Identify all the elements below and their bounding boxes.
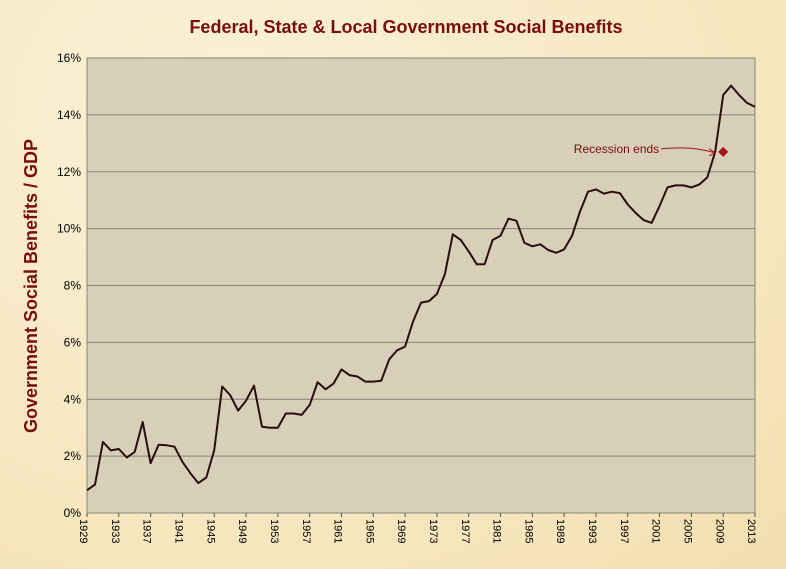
y-tick-label: 14% <box>57 108 81 122</box>
x-tick-label: 2005 <box>681 519 693 543</box>
y-tick-label: 2% <box>64 449 82 463</box>
x-tick-label: 2013 <box>745 519 757 543</box>
x-tick-label: 1973 <box>427 519 439 543</box>
x-tick-label: 1981 <box>491 519 503 543</box>
x-tick-label: 1985 <box>522 519 534 543</box>
y-tick-label: 16% <box>57 51 81 65</box>
plot-area: 0% 2% 4% 6% 8% 10% 12% 14% 16% 1929 1933 1937 1941 19… <box>57 51 757 543</box>
y-tick-label: 10% <box>57 222 81 236</box>
x-tick-label: 1937 <box>141 519 153 543</box>
annotation-text: Recession ends <box>574 142 659 156</box>
x-tick-label: 1945 <box>204 519 216 543</box>
x-tick-label: 1933 <box>109 519 121 543</box>
annotation-arrow <box>661 147 716 154</box>
y-axis-label: Government Social Benefits / GDP <box>21 139 41 433</box>
y-tick-label: 4% <box>64 392 82 406</box>
annotation-arrowhead <box>708 148 717 157</box>
x-tick-label: 1929 <box>77 519 89 543</box>
y-tick-label: 0% <box>64 506 82 520</box>
x-tick-label: 1989 <box>554 519 566 543</box>
x-tick-label: 2009 <box>713 519 725 543</box>
x-tick-label: 2001 <box>650 519 662 543</box>
x-tick-label: 1941 <box>173 519 185 543</box>
x-tick-label: 1969 <box>395 519 407 543</box>
x-tick-label: 1949 <box>236 519 248 543</box>
x-tick-label: 1997 <box>618 519 630 543</box>
x-tick-label: 1977 <box>459 519 471 543</box>
x-tick-label: 1961 <box>332 519 344 543</box>
x-tick-label: 1957 <box>300 519 312 543</box>
x-tick-label: 1993 <box>586 519 598 543</box>
x-tick-label: 1953 <box>268 519 280 543</box>
chart-title: Federal, State & Local Government Social… <box>189 17 622 37</box>
x-tick-label: 1965 <box>363 519 375 543</box>
y-tick-label: 8% <box>64 279 82 293</box>
y-tick-label: 6% <box>64 335 82 349</box>
y-tick-label: 12% <box>57 165 81 179</box>
recession-marker <box>718 146 729 157</box>
series-line <box>86 84 756 492</box>
